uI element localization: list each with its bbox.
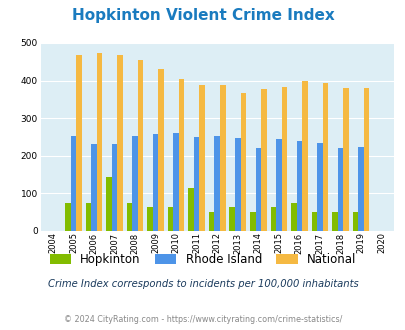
Bar: [281, 87, 286, 231]
Bar: [214, 136, 220, 231]
Bar: [117, 55, 123, 231]
Bar: [352, 212, 357, 231]
Bar: [290, 203, 296, 231]
Text: © 2024 CityRating.com - https://www.cityrating.com/crime-statistics/: © 2024 CityRating.com - https://www.city…: [64, 315, 341, 324]
Bar: [363, 88, 369, 231]
Bar: [132, 136, 138, 231]
Bar: [199, 85, 205, 231]
Bar: [138, 60, 143, 231]
Bar: [337, 148, 342, 231]
Bar: [311, 212, 316, 231]
Bar: [85, 203, 91, 231]
Bar: [106, 177, 111, 231]
Text: Hopkinton Violent Crime Index: Hopkinton Violent Crime Index: [71, 8, 334, 23]
Bar: [152, 134, 158, 231]
Bar: [316, 143, 322, 231]
Bar: [301, 81, 307, 231]
Bar: [275, 139, 281, 231]
Bar: [147, 207, 152, 231]
Bar: [126, 203, 132, 231]
Bar: [342, 88, 348, 231]
Text: Crime Index corresponds to incidents per 100,000 inhabitants: Crime Index corresponds to incidents per…: [47, 279, 358, 289]
Bar: [173, 133, 179, 231]
Bar: [70, 136, 76, 231]
Bar: [188, 188, 194, 231]
Bar: [65, 203, 70, 231]
Bar: [179, 79, 184, 231]
Legend: Hopkinton, Rhode Island, National: Hopkinton, Rhode Island, National: [45, 248, 360, 271]
Bar: [260, 89, 266, 231]
Bar: [111, 145, 117, 231]
Bar: [194, 137, 199, 231]
Bar: [96, 53, 102, 231]
Bar: [270, 207, 275, 231]
Bar: [158, 69, 164, 231]
Bar: [234, 138, 240, 231]
Bar: [76, 54, 81, 231]
Bar: [357, 148, 363, 231]
Bar: [296, 141, 301, 231]
Bar: [229, 207, 234, 231]
Bar: [167, 207, 173, 231]
Bar: [255, 148, 260, 231]
Bar: [322, 83, 327, 231]
Bar: [91, 145, 96, 231]
Bar: [220, 85, 225, 231]
Bar: [209, 212, 214, 231]
Bar: [240, 93, 245, 231]
Bar: [331, 212, 337, 231]
Bar: [249, 212, 255, 231]
